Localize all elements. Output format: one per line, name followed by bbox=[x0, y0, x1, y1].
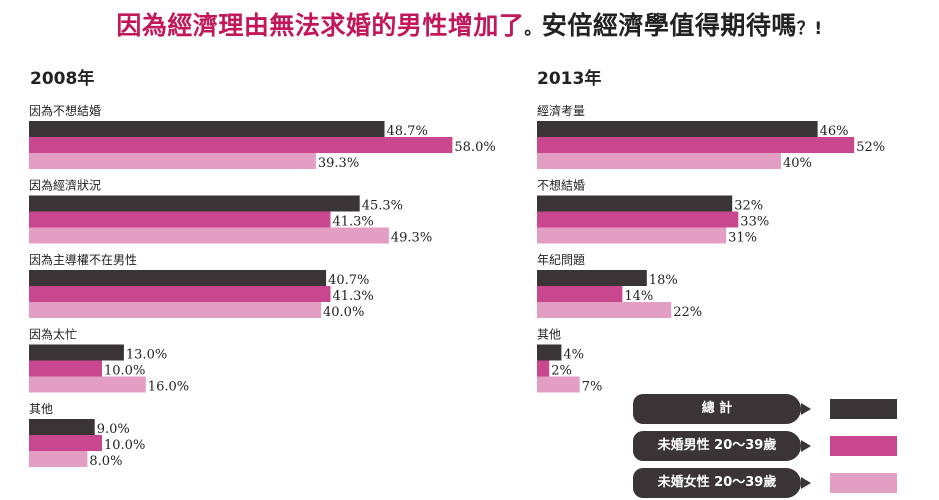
bar bbox=[537, 286, 623, 302]
bar bbox=[29, 344, 124, 361]
bar bbox=[537, 195, 733, 212]
value-label: 9.0% bbox=[97, 422, 130, 437]
bar bbox=[29, 227, 389, 244]
value-label: 10.0% bbox=[104, 438, 145, 453]
value-label: 40% bbox=[783, 156, 812, 171]
value-label: 41.3% bbox=[332, 289, 373, 304]
bar bbox=[29, 195, 360, 212]
bar bbox=[29, 451, 88, 467]
legend-women-swatch bbox=[830, 473, 897, 493]
value-label: 4% bbox=[563, 348, 584, 363]
value-label: 40.7% bbox=[328, 273, 369, 288]
bar bbox=[29, 435, 102, 451]
bar bbox=[537, 137, 855, 153]
legend-total-swatch bbox=[830, 399, 897, 419]
chart-2013: 經濟考量 46% 52% 40% 不想結婚 32%33%31% 年紀問題 18%14% 22% 其… bbox=[537, 103, 885, 395]
value-label: 16.0% bbox=[148, 380, 189, 395]
value-label: 14% bbox=[624, 289, 653, 304]
bar bbox=[29, 286, 331, 302]
legend-men-tag: 未婚男性 20～39歲 bbox=[633, 431, 811, 461]
legend-total-tag: 總 計 bbox=[633, 394, 811, 424]
bar bbox=[29, 211, 331, 228]
category-label: 因為太忙 bbox=[29, 327, 77, 342]
value-label: 31% bbox=[728, 231, 757, 246]
bar bbox=[29, 121, 385, 137]
value-label: 33% bbox=[740, 215, 769, 230]
value-label: 39.3% bbox=[318, 156, 359, 171]
value-label: 46% bbox=[820, 124, 849, 139]
bar bbox=[537, 376, 580, 393]
value-label: 48.7% bbox=[387, 124, 428, 139]
legend-men-swatch bbox=[830, 436, 897, 456]
value-label: 45.3% bbox=[362, 199, 403, 214]
bar bbox=[537, 270, 647, 286]
value-label: 58.0% bbox=[454, 140, 495, 155]
title-question: 安倍經濟學值得期待嗎 bbox=[541, 11, 797, 40]
category-label: 其他 bbox=[29, 402, 53, 416]
category-label: 經濟考量 bbox=[537, 103, 585, 118]
bar bbox=[29, 419, 95, 435]
value-label: 8.0% bbox=[89, 454, 122, 469]
bar bbox=[537, 227, 727, 244]
value-label: 18% bbox=[649, 273, 678, 288]
bar bbox=[537, 211, 739, 228]
bar bbox=[29, 360, 102, 377]
bar bbox=[537, 344, 562, 361]
value-label: 41.3% bbox=[332, 215, 373, 230]
chart-2008: 因為不想結婚48.7%58.0%39.3%因為經濟狀況45.3%41.3%49.… bbox=[29, 103, 496, 469]
bar bbox=[537, 302, 672, 318]
value-label: 10.0% bbox=[104, 364, 145, 379]
chart-2013-title: 2013年 bbox=[537, 69, 602, 89]
category-label: 年紀問題 bbox=[537, 253, 585, 267]
category-label: 因為經濟狀況 bbox=[29, 178, 101, 193]
value-label: 40.0% bbox=[323, 305, 364, 320]
bar bbox=[29, 302, 321, 318]
title-main: 因為經濟理由無法求婚的男性增加了 bbox=[116, 11, 525, 40]
title-period: 。 bbox=[524, 19, 542, 39]
value-label: 13.0% bbox=[126, 348, 167, 363]
title-punct: ？! bbox=[796, 19, 823, 39]
value-label: 7% bbox=[582, 380, 603, 395]
category-label: 不想結婚 bbox=[537, 178, 585, 193]
value-label: 32% bbox=[734, 199, 763, 214]
bar bbox=[537, 360, 550, 377]
bar bbox=[29, 137, 453, 153]
page-title: 因為經濟理由無法求婚的男性增加了。安倍經濟學值得期待嗎？! bbox=[0, 6, 939, 42]
value-label: 2% bbox=[551, 364, 572, 379]
bar bbox=[29, 153, 316, 169]
bar bbox=[537, 153, 781, 169]
category-label: 因為不想結婚 bbox=[29, 103, 101, 118]
bar bbox=[29, 270, 327, 286]
chart-2008-title: 2008年 bbox=[30, 69, 95, 89]
value-label: 49.3% bbox=[391, 231, 432, 246]
legend-women-tag: 未婚女性 20～39歲 bbox=[633, 468, 811, 498]
value-label: 22% bbox=[673, 305, 702, 320]
bar bbox=[29, 376, 146, 393]
bar bbox=[537, 121, 818, 137]
value-label: 52% bbox=[856, 140, 885, 155]
category-label: 因為主導權不在男性 bbox=[29, 253, 137, 267]
category-label: 其他 bbox=[537, 328, 561, 342]
